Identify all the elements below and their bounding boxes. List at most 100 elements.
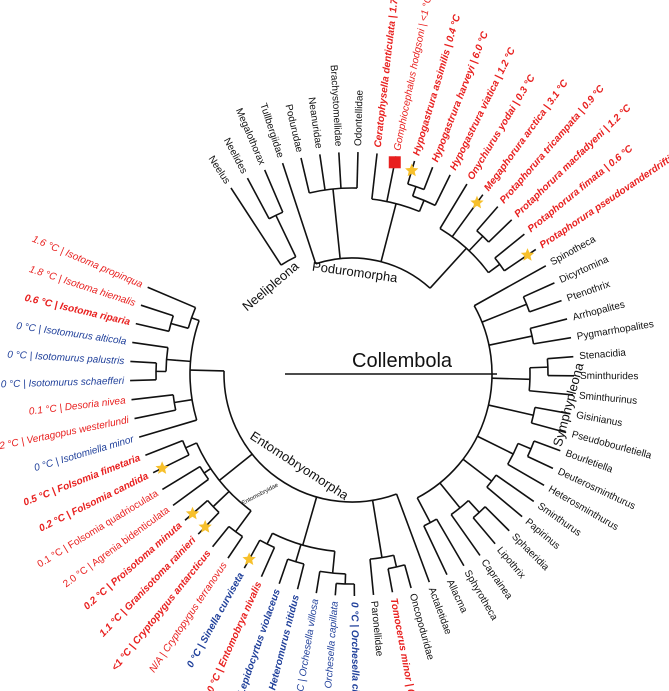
- branch: [488, 219, 513, 243]
- branch: [439, 183, 468, 229]
- branch: [529, 299, 562, 313]
- tip-label: Arrhopalites: [572, 299, 626, 323]
- branch: [138, 419, 197, 438]
- branch-arc: [268, 211, 284, 220]
- branch: [161, 465, 201, 491]
- branch: [135, 322, 170, 333]
- branch: [495, 474, 535, 503]
- branch-arc: [494, 257, 505, 272]
- branch: [484, 506, 510, 532]
- branch-arc: [526, 440, 535, 457]
- branch: [278, 558, 289, 584]
- branch: [230, 187, 282, 266]
- star-marker: [405, 163, 419, 177]
- branch-arc: [486, 474, 497, 488]
- entomobryidae-label: Entomobryidae: [241, 482, 280, 507]
- branch: [184, 499, 209, 521]
- branch: [418, 200, 425, 212]
- branch: [533, 440, 561, 452]
- star-marker: [198, 519, 212, 533]
- branch: [130, 360, 157, 364]
- branch: [334, 583, 337, 596]
- star-marker: [185, 506, 200, 520]
- branch: [140, 304, 174, 317]
- branch: [403, 564, 412, 589]
- branch: [130, 379, 157, 382]
- branch: [468, 235, 484, 252]
- tip-label: Pygmarrhopalites: [576, 319, 655, 343]
- tip-label: 0 °C | Orchesella capillata: [321, 601, 341, 691]
- branch: [315, 571, 321, 594]
- branch: [488, 335, 533, 346]
- branch: [371, 153, 378, 200]
- branch-arc: [315, 257, 431, 289]
- tip-label: 0 °C | Orchesella cincta: [348, 602, 360, 691]
- branch: [145, 439, 183, 456]
- branch: [530, 318, 568, 330]
- branch-arc: [223, 370, 397, 503]
- branch: [423, 166, 434, 190]
- branch: [507, 463, 545, 487]
- branch: [434, 174, 451, 206]
- branch: [387, 568, 394, 593]
- branch: [423, 525, 448, 576]
- branch: [380, 203, 397, 262]
- star-marker: [470, 195, 484, 209]
- star-marker: [520, 248, 535, 261]
- tip-label: Podurudae: [283, 103, 305, 154]
- star-marker: [155, 461, 169, 474]
- branch-arc: [181, 440, 190, 456]
- branch: [488, 404, 534, 417]
- branch: [450, 514, 481, 556]
- tip-label: Stenacidia: [579, 348, 627, 363]
- branch-arc: [195, 442, 252, 512]
- clade-neelipleona: Neelipleona: [239, 258, 302, 314]
- branch: [534, 406, 571, 415]
- branch-arc: [387, 564, 405, 570]
- branch: [185, 442, 197, 449]
- tip-label: 0 °C | Isotomurus schaefferi: [1, 376, 125, 391]
- branch: [491, 377, 530, 381]
- branch: [176, 359, 191, 363]
- tip-label: 0.1 °C | Desoria nivea: [28, 395, 126, 417]
- branch: [211, 526, 230, 548]
- branch: [476, 206, 499, 232]
- branch: [172, 478, 209, 507]
- branch: [338, 152, 342, 189]
- branch: [300, 157, 311, 194]
- branch: [527, 455, 554, 470]
- square-marker: [388, 156, 401, 169]
- branch: [147, 286, 196, 309]
- branch: [529, 366, 548, 369]
- branch-arc: [309, 187, 358, 194]
- branch-arc: [423, 518, 438, 527]
- branch-arc: [450, 499, 469, 516]
- branch-arc: [189, 320, 200, 421]
- star-marker: [242, 552, 256, 565]
- branch-arc: [336, 582, 355, 585]
- branch-arc: [528, 367, 531, 391]
- branch: [392, 555, 398, 568]
- branch: [481, 303, 527, 323]
- branch: [152, 454, 190, 474]
- branch: [429, 247, 467, 289]
- branch: [467, 500, 480, 513]
- branch: [473, 265, 547, 307]
- branch-arc: [228, 525, 243, 538]
- branch: [132, 341, 169, 349]
- branch: [302, 496, 318, 546]
- branch: [523, 282, 555, 298]
- branch: [212, 490, 230, 508]
- tip-label: Protaphorura pseudovanderdrifti | 1.7 °C: [538, 133, 669, 251]
- branch: [486, 486, 523, 518]
- branch: [411, 186, 417, 197]
- branch: [439, 482, 461, 509]
- tree-title: Collembola: [352, 350, 453, 372]
- branch: [356, 152, 359, 189]
- tip-label: Neanuridae: [305, 97, 323, 150]
- branch-arc: [412, 195, 436, 207]
- branch: [531, 422, 567, 434]
- tip-label: 0 °C | Isotomurus palustris: [7, 349, 125, 367]
- branch: [529, 389, 574, 396]
